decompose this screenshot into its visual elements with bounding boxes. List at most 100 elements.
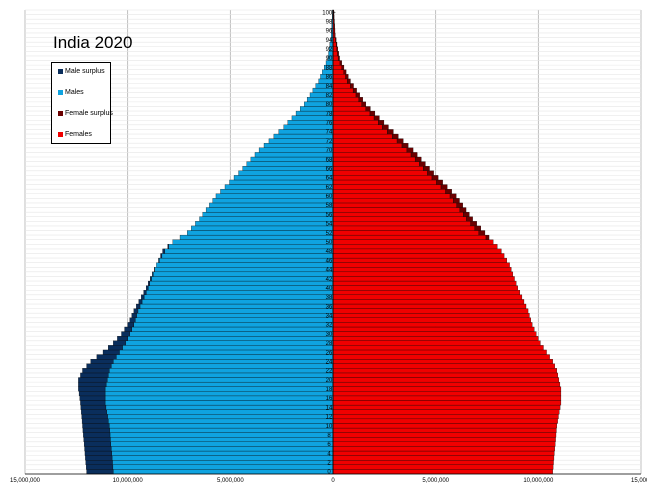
bar-male-surplus bbox=[124, 326, 132, 332]
bar-male-surplus bbox=[129, 317, 136, 323]
bar-female bbox=[332, 46, 337, 52]
bar-male bbox=[111, 446, 334, 452]
bar-male bbox=[215, 193, 334, 199]
age-tick-label: 70 bbox=[326, 148, 333, 154]
bar-female bbox=[332, 377, 560, 383]
bar-male bbox=[172, 239, 334, 245]
bars-group bbox=[78, 9, 562, 475]
bar-female-surplus bbox=[456, 202, 463, 208]
age-tick-label: 30 bbox=[326, 332, 333, 338]
bar-male-surplus bbox=[150, 276, 152, 282]
bar-female bbox=[332, 120, 379, 126]
bar-female-surplus bbox=[337, 51, 339, 57]
bar-female bbox=[332, 257, 507, 263]
bar-female bbox=[332, 138, 398, 144]
age-labels: 0246810121416182022242628303234363840424… bbox=[322, 10, 336, 475]
bar-female bbox=[332, 97, 360, 103]
age-tick-label: 12 bbox=[326, 415, 333, 421]
bar-female bbox=[332, 124, 383, 130]
age-tick-label: 96 bbox=[326, 29, 333, 35]
bar-male bbox=[111, 450, 334, 456]
bar-male-surplus bbox=[78, 391, 106, 397]
bar-female bbox=[332, 253, 505, 259]
x-tick-label: 15,000,000 bbox=[10, 478, 41, 484]
bar-female-surplus bbox=[336, 46, 338, 52]
bar-male bbox=[151, 276, 334, 282]
age-tick-label: 26 bbox=[326, 350, 333, 356]
bar-female bbox=[332, 207, 461, 213]
age-tick-label: 82 bbox=[326, 93, 333, 99]
bar-female-surplus bbox=[343, 69, 347, 75]
bar-male bbox=[220, 189, 334, 194]
bar-female-surplus bbox=[449, 193, 457, 199]
bar-male bbox=[263, 143, 334, 148]
bar-male-surplus bbox=[133, 308, 139, 314]
bar-male bbox=[238, 170, 334, 176]
bar-female bbox=[332, 115, 375, 121]
bar-male bbox=[139, 303, 334, 309]
bar-male-surplus bbox=[85, 455, 113, 461]
bar-female bbox=[332, 317, 531, 323]
bar-male bbox=[109, 368, 334, 374]
bar-female bbox=[332, 69, 344, 75]
bar-male-surplus bbox=[138, 299, 143, 305]
bar-male-surplus bbox=[90, 358, 114, 364]
bar-male-surplus bbox=[82, 423, 110, 429]
bar-male bbox=[161, 253, 334, 259]
age-tick-label: 56 bbox=[326, 212, 333, 218]
x-tick-label: 5,000,000 bbox=[422, 478, 449, 484]
bar-female bbox=[332, 460, 554, 465]
age-tick-label: 46 bbox=[326, 258, 333, 264]
age-tick-label: 76 bbox=[326, 121, 333, 127]
age-tick-label: 28 bbox=[326, 341, 333, 347]
bar-male bbox=[110, 437, 334, 442]
legend-item-males: Males bbox=[58, 89, 84, 96]
bar-female bbox=[332, 152, 412, 158]
bar-female bbox=[332, 285, 518, 291]
bar-male bbox=[149, 280, 334, 286]
bar-male bbox=[104, 395, 334, 401]
bar-female bbox=[332, 308, 529, 314]
bar-male bbox=[111, 455, 334, 461]
bar-male bbox=[164, 248, 334, 254]
age-tick-label: 88 bbox=[326, 65, 333, 71]
bar-female-surplus bbox=[336, 42, 338, 47]
bar-male-surplus bbox=[117, 336, 128, 341]
age-tick-label: 68 bbox=[326, 157, 333, 163]
bar-female bbox=[332, 423, 557, 429]
bar-female bbox=[332, 143, 403, 148]
bar-male bbox=[159, 257, 334, 263]
bar-female bbox=[332, 331, 537, 337]
bar-male bbox=[154, 267, 334, 273]
bar-male bbox=[191, 225, 334, 231]
age-tick-label: 2 bbox=[327, 461, 331, 467]
bar-male-surplus bbox=[141, 294, 145, 300]
bar-female-surplus bbox=[355, 92, 360, 98]
bar-male bbox=[105, 381, 334, 387]
bar-male bbox=[106, 377, 334, 383]
bar-female bbox=[332, 427, 557, 433]
bar-female bbox=[332, 267, 512, 273]
bar-female-surplus bbox=[466, 216, 473, 222]
legend-label: Males bbox=[65, 89, 84, 96]
bar-female-surplus bbox=[358, 97, 363, 103]
bar-male-surplus bbox=[121, 331, 130, 337]
age-tick-label: 60 bbox=[326, 194, 333, 200]
bar-male-surplus bbox=[79, 395, 106, 401]
age-tick-label: 52 bbox=[326, 231, 333, 237]
bar-male bbox=[202, 211, 334, 217]
bar-female bbox=[332, 345, 544, 351]
legend-label: Female surplus bbox=[65, 110, 113, 117]
bar-female bbox=[332, 234, 487, 240]
bar-female bbox=[332, 170, 428, 176]
bar-female-surplus bbox=[453, 198, 460, 204]
bar-male bbox=[199, 216, 334, 222]
bar-male-surplus bbox=[145, 285, 149, 291]
bar-female-surplus bbox=[436, 179, 443, 185]
bar-male-surplus bbox=[160, 253, 163, 259]
bar-male bbox=[152, 271, 334, 277]
bar-male bbox=[250, 156, 334, 162]
bar-female-surplus bbox=[369, 110, 376, 116]
bar-female bbox=[332, 290, 521, 295]
bar-female bbox=[332, 418, 558, 424]
